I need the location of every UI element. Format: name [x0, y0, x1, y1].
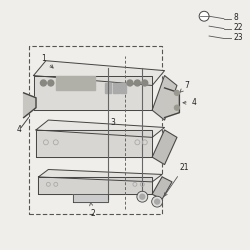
Text: 22: 22 [234, 23, 243, 32]
Circle shape [142, 80, 148, 86]
Polygon shape [24, 93, 36, 118]
Polygon shape [34, 76, 152, 110]
Polygon shape [38, 170, 162, 182]
Text: 2: 2 [90, 202, 95, 218]
Circle shape [48, 80, 54, 86]
Text: 8: 8 [234, 13, 238, 22]
Circle shape [40, 80, 46, 86]
Polygon shape [120, 83, 126, 93]
Polygon shape [36, 130, 152, 157]
Text: 7: 7 [180, 81, 189, 93]
Circle shape [155, 199, 160, 204]
Circle shape [127, 80, 133, 86]
Polygon shape [164, 88, 180, 118]
Circle shape [174, 105, 180, 110]
Polygon shape [152, 76, 177, 120]
Text: 4: 4 [183, 98, 196, 107]
Polygon shape [105, 83, 112, 93]
Text: 23: 23 [234, 33, 243, 42]
Text: 4: 4 [16, 126, 21, 134]
Circle shape [152, 196, 162, 207]
Circle shape [199, 11, 209, 21]
Polygon shape [34, 61, 164, 86]
Text: 3: 3 [110, 118, 115, 127]
Text: 1: 1 [41, 54, 53, 68]
Polygon shape [73, 194, 108, 202]
Circle shape [174, 90, 180, 95]
Circle shape [134, 80, 140, 86]
Polygon shape [36, 120, 164, 137]
Polygon shape [113, 83, 119, 93]
Circle shape [140, 194, 145, 199]
Polygon shape [152, 130, 177, 164]
Circle shape [137, 191, 148, 202]
Polygon shape [56, 76, 95, 90]
Polygon shape [152, 177, 172, 199]
Text: 21: 21 [164, 162, 189, 196]
Polygon shape [38, 177, 152, 194]
